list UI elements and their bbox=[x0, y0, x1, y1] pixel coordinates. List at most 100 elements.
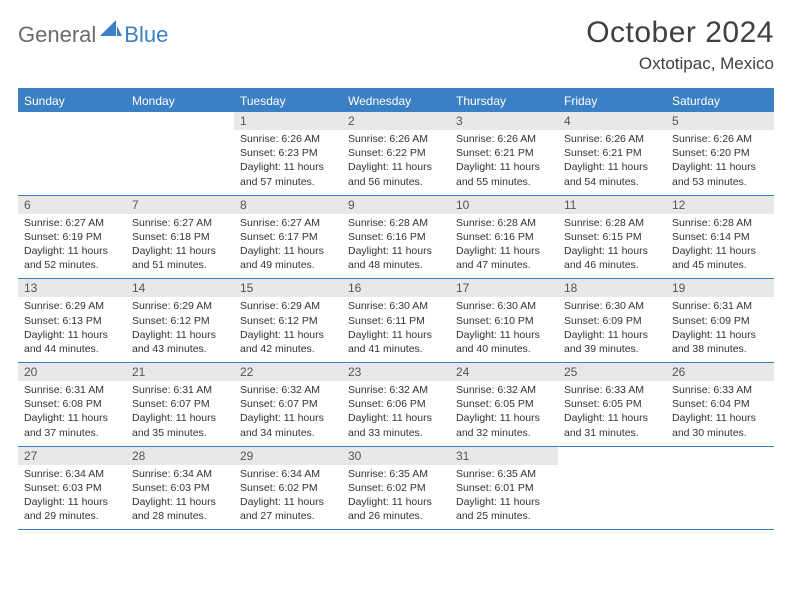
day-details: Sunrise: 6:33 AMSunset: 6:05 PMDaylight:… bbox=[558, 383, 666, 440]
calendar-day: 16Sunrise: 6:30 AMSunset: 6:11 PMDayligh… bbox=[342, 279, 450, 362]
day-number: 27 bbox=[18, 447, 126, 465]
calendar-week: . . 1 Sunrise: 6:26 AMSunset: 6:23 PMDayl… bbox=[18, 112, 774, 196]
calendar-day: 20 Sunrise: 6:31 AMSunset: 6:08 PMDayligh… bbox=[18, 363, 126, 446]
day-details: Sunrise: 6:34 AMSunset: 6:02 PMDaylight:… bbox=[234, 467, 342, 524]
day-details: Sunrise: 6:30 AMSunset: 6:09 PMDaylight:… bbox=[558, 299, 666, 356]
day-number: 20 bbox=[18, 363, 126, 381]
calendar-day: 23 Sunrise: 6:32 AMSunset: 6:06 PMDayligh… bbox=[342, 363, 450, 446]
day-number: 19 bbox=[666, 279, 774, 297]
day-number: 12 bbox=[666, 196, 774, 214]
day-number: 15 bbox=[234, 279, 342, 297]
day-details: Sunrise: 6:29 AMSunset: 6:12 PMDaylight:… bbox=[234, 299, 342, 356]
day-details: Sunrise: 6:26 AMSunset: 6:22 PMDaylight:… bbox=[342, 132, 450, 189]
calendar-day: 8 Sunrise: 6:27 AMSunset: 6:17 PMDaylight… bbox=[234, 196, 342, 279]
calendar: SundayMondayTuesdayWednesdayThursdayFrid… bbox=[18, 88, 774, 530]
calendar-week: 20 Sunrise: 6:31 AMSunset: 6:08 PMDayligh… bbox=[18, 363, 774, 447]
day-details: Sunrise: 6:26 AMSunset: 6:23 PMDaylight:… bbox=[234, 132, 342, 189]
day-number: 7 bbox=[126, 196, 234, 214]
day-details: Sunrise: 6:27 AMSunset: 6:19 PMDaylight:… bbox=[18, 216, 126, 273]
day-details: Sunrise: 6:28 AMSunset: 6:15 PMDaylight:… bbox=[558, 216, 666, 273]
day-details: Sunrise: 6:28 AMSunset: 6:14 PMDaylight:… bbox=[666, 216, 774, 273]
day-number: 4 bbox=[558, 112, 666, 130]
calendar-day: 27 Sunrise: 6:34 AMSunset: 6:03 PMDayligh… bbox=[18, 447, 126, 530]
day-number: 29 bbox=[234, 447, 342, 465]
day-details: Sunrise: 6:28 AMSunset: 6:16 PMDaylight:… bbox=[450, 216, 558, 273]
day-number: 14 bbox=[126, 279, 234, 297]
logo: General Blue bbox=[18, 16, 168, 48]
weekday-header-row: SundayMondayTuesdayWednesdayThursdayFrid… bbox=[18, 90, 774, 112]
calendar-day: 18 Sunrise: 6:30 AMSunset: 6:09 PMDayligh… bbox=[558, 279, 666, 362]
day-details: Sunrise: 6:31 AMSunset: 6:07 PMDaylight:… bbox=[126, 383, 234, 440]
day-number: 25 bbox=[558, 363, 666, 381]
day-details: Sunrise: 6:27 AMSunset: 6:18 PMDaylight:… bbox=[126, 216, 234, 273]
day-number: 10 bbox=[450, 196, 558, 214]
day-number: 24 bbox=[450, 363, 558, 381]
day-details: Sunrise: 6:35 AMSunset: 6:01 PMDaylight:… bbox=[450, 467, 558, 524]
day-number: 30 bbox=[342, 447, 450, 465]
calendar-day: 31Sunrise: 6:35 AMSunset: 6:01 PMDayligh… bbox=[450, 447, 558, 530]
page-title: October 2024 bbox=[586, 16, 774, 50]
calendar-day: 25 Sunrise: 6:33 AMSunset: 6:05 PMDayligh… bbox=[558, 363, 666, 446]
weekday-header: Thursday bbox=[450, 90, 558, 112]
day-details: Sunrise: 6:28 AMSunset: 6:16 PMDaylight:… bbox=[342, 216, 450, 273]
header: General Blue October 2024 Oxtotipac, Mex… bbox=[18, 16, 774, 74]
calendar-day: 22 Sunrise: 6:32 AMSunset: 6:07 PMDayligh… bbox=[234, 363, 342, 446]
day-number: 1 bbox=[234, 112, 342, 130]
day-details: Sunrise: 6:29 AMSunset: 6:12 PMDaylight:… bbox=[126, 299, 234, 356]
day-details: Sunrise: 6:34 AMSunset: 6:03 PMDaylight:… bbox=[126, 467, 234, 524]
day-details: Sunrise: 6:34 AMSunset: 6:03 PMDaylight:… bbox=[18, 467, 126, 524]
day-details: Sunrise: 6:32 AMSunset: 6:07 PMDaylight:… bbox=[234, 383, 342, 440]
day-number: 22 bbox=[234, 363, 342, 381]
day-number: 16 bbox=[342, 279, 450, 297]
calendar-day: 26 Sunrise: 6:33 AMSunset: 6:04 PMDayligh… bbox=[666, 363, 774, 446]
calendar-day: 5Sunrise: 6:26 AMSunset: 6:20 PMDaylight… bbox=[666, 112, 774, 195]
calendar-day: . bbox=[18, 112, 126, 195]
calendar-week: 13 Sunrise: 6:29 AMSunset: 6:13 PMDayligh… bbox=[18, 279, 774, 363]
title-block: October 2024 Oxtotipac, Mexico bbox=[586, 16, 774, 74]
calendar-day: . bbox=[558, 447, 666, 530]
logo-text-general: General bbox=[18, 22, 96, 48]
calendar-day: 2Sunrise: 6:26 AMSunset: 6:22 PMDaylight… bbox=[342, 112, 450, 195]
day-details: Sunrise: 6:26 AMSunset: 6:20 PMDaylight:… bbox=[666, 132, 774, 189]
calendar-day: 10 Sunrise: 6:28 AMSunset: 6:16 PMDayligh… bbox=[450, 196, 558, 279]
weekday-header: Monday bbox=[126, 90, 234, 112]
day-number: 21 bbox=[126, 363, 234, 381]
calendar-day: . bbox=[666, 447, 774, 530]
logo-text-blue: Blue bbox=[124, 22, 168, 48]
calendar-day: 13 Sunrise: 6:29 AMSunset: 6:13 PMDayligh… bbox=[18, 279, 126, 362]
day-number: 13 bbox=[18, 279, 126, 297]
weekday-header: Wednesday bbox=[342, 90, 450, 112]
day-details: Sunrise: 6:29 AMSunset: 6:13 PMDaylight:… bbox=[18, 299, 126, 356]
day-number: 26 bbox=[666, 363, 774, 381]
calendar-day: 1 Sunrise: 6:26 AMSunset: 6:23 PMDaylight… bbox=[234, 112, 342, 195]
calendar-day: 14 Sunrise: 6:29 AMSunset: 6:12 PMDayligh… bbox=[126, 279, 234, 362]
location-label: Oxtotipac, Mexico bbox=[586, 54, 774, 74]
weekday-header: Sunday bbox=[18, 90, 126, 112]
day-number: 18 bbox=[558, 279, 666, 297]
day-number: 17 bbox=[450, 279, 558, 297]
day-number: 28 bbox=[126, 447, 234, 465]
calendar-day: 28 Sunrise: 6:34 AMSunset: 6:03 PMDayligh… bbox=[126, 447, 234, 530]
day-details: Sunrise: 6:35 AMSunset: 6:02 PMDaylight:… bbox=[342, 467, 450, 524]
calendar-day: 19 Sunrise: 6:31 AMSunset: 6:09 PMDayligh… bbox=[666, 279, 774, 362]
weekday-header: Tuesday bbox=[234, 90, 342, 112]
day-details: Sunrise: 6:30 AMSunset: 6:10 PMDaylight:… bbox=[450, 299, 558, 356]
day-details: Sunrise: 6:33 AMSunset: 6:04 PMDaylight:… bbox=[666, 383, 774, 440]
calendar-day: 21 Sunrise: 6:31 AMSunset: 6:07 PMDayligh… bbox=[126, 363, 234, 446]
day-details: Sunrise: 6:32 AMSunset: 6:05 PMDaylight:… bbox=[450, 383, 558, 440]
calendar-day: . bbox=[126, 112, 234, 195]
calendar-day: 29 Sunrise: 6:34 AMSunset: 6:02 PMDayligh… bbox=[234, 447, 342, 530]
calendar-week: 27Sunrise: 6:34 AMSunset: 6:03 PMDayligh… bbox=[18, 447, 774, 531]
day-details: Sunrise: 6:32 AMSunset: 6:06 PMDaylight:… bbox=[342, 383, 450, 440]
day-details: Sunrise: 6:31 AMSunset: 6:08 PMDaylight:… bbox=[18, 383, 126, 440]
day-details: Sunrise: 6:27 AMSunset: 6:17 PMDaylight:… bbox=[234, 216, 342, 273]
day-number: 8 bbox=[234, 196, 342, 214]
weekday-header: Friday bbox=[558, 90, 666, 112]
day-number: 3 bbox=[450, 112, 558, 130]
calendar-day: 3Sunrise: 6:26 AMSunset: 6:21 PMDaylight… bbox=[450, 112, 558, 195]
day-number: 23 bbox=[342, 363, 450, 381]
day-number: 9 bbox=[342, 196, 450, 214]
day-details: Sunrise: 6:31 AMSunset: 6:09 PMDaylight:… bbox=[666, 299, 774, 356]
calendar-day: 9 Sunrise: 6:28 AMSunset: 6:16 PMDaylight… bbox=[342, 196, 450, 279]
calendar-day: 6Sunrise: 6:27 AMSunset: 6:19 PMDaylight… bbox=[18, 196, 126, 279]
